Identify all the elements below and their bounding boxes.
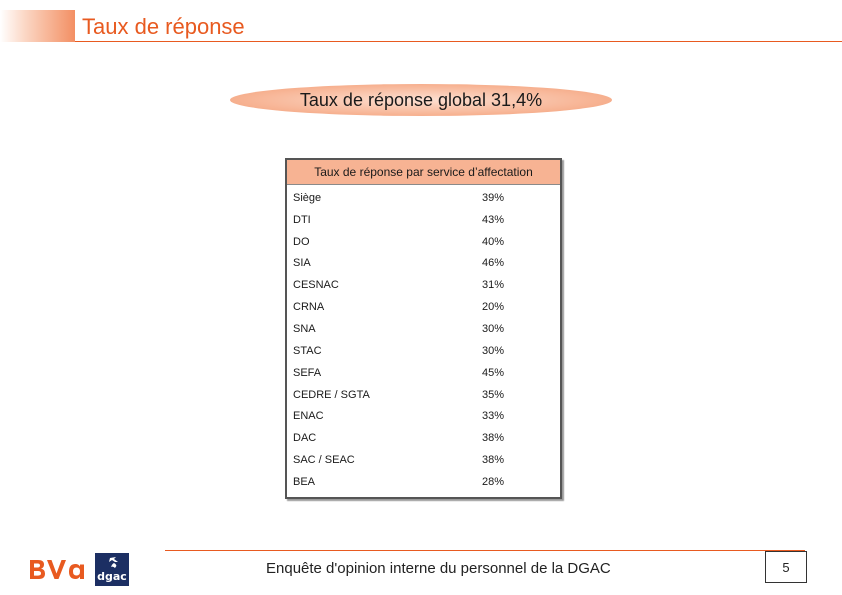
- service-name: Siège: [293, 191, 322, 204]
- response-rate: 30%: [482, 344, 505, 357]
- table-row: BEA 28%: [287, 471, 560, 493]
- response-rate: 33%: [482, 410, 505, 423]
- response-rate: 38%: [482, 432, 505, 445]
- page-number: 5: [765, 551, 807, 583]
- service-rate-table: Taux de réponse par service d’affectatio…: [285, 158, 562, 499]
- service-name: SIA: [293, 257, 311, 270]
- dgac-logo: dgac: [95, 553, 129, 586]
- table-row: SNA 30%: [287, 318, 560, 340]
- dgac-emblem-icon: [109, 557, 118, 568]
- response-rate: 35%: [482, 388, 505, 401]
- global-rate-text: Taux de réponse global 31,4%: [299, 89, 543, 110]
- service-name: ENAC: [293, 410, 324, 423]
- table-row: ENAC 33%: [287, 405, 560, 427]
- service-name: DTI: [293, 213, 311, 226]
- service-name: SAC / SEAC: [293, 454, 355, 467]
- footer-divider: [165, 550, 805, 551]
- service-name: CESNAC: [293, 279, 339, 292]
- response-rate: 38%: [482, 454, 505, 467]
- title-divider: [75, 41, 842, 42]
- service-name: SNA: [293, 322, 316, 335]
- table-row: DO 40%: [287, 231, 560, 253]
- response-rate: 40%: [482, 235, 505, 248]
- table-row: STAC 30%: [287, 340, 560, 362]
- response-rate: 30%: [482, 322, 505, 335]
- page-title: Taux de réponse: [82, 14, 245, 39]
- response-rate: 39%: [482, 191, 505, 204]
- service-name: SEFA: [293, 366, 322, 379]
- table-row: CESNAC 31%: [287, 274, 560, 296]
- global-rate-banner: Taux de réponse global 31,4%: [230, 84, 612, 116]
- service-name: DO: [293, 235, 310, 248]
- response-rate: 28%: [482, 475, 505, 488]
- service-name: CEDRE / SGTA: [293, 388, 370, 401]
- table-row: SEFA 45%: [287, 362, 560, 384]
- bva-logo: [30, 560, 84, 579]
- table-row: Siège 39%: [287, 187, 560, 209]
- footer-caption: Enquête d'opinion interne du personnel d…: [266, 560, 611, 577]
- response-rate: 43%: [482, 213, 505, 226]
- service-name: DAC: [293, 432, 317, 445]
- table-body: Siège 39% DTI 43% DO 40% SIA 46% CESNAC 31% CRNA 20…: [287, 185, 560, 497]
- service-name: CRNA: [293, 301, 325, 314]
- dgac-logo-text: dgac: [97, 570, 127, 583]
- response-rate: 20%: [482, 301, 505, 314]
- response-rate: 45%: [482, 366, 505, 379]
- response-rate: 46%: [482, 257, 505, 270]
- service-name: BEA: [293, 475, 316, 488]
- table-row: SIA 46%: [287, 253, 560, 275]
- title-accent-bar: [0, 10, 75, 42]
- table-row: DAC 38%: [287, 427, 560, 449]
- table-row: CEDRE / SGTA 35%: [287, 384, 560, 406]
- response-rate: 31%: [482, 279, 505, 292]
- table-row: SAC / SEAC 38%: [287, 449, 560, 471]
- service-name: STAC: [293, 344, 322, 357]
- table-row: CRNA 20%: [287, 296, 560, 318]
- table-header: Taux de réponse par service d’affectatio…: [287, 160, 560, 185]
- table-row: DTI 43%: [287, 209, 560, 231]
